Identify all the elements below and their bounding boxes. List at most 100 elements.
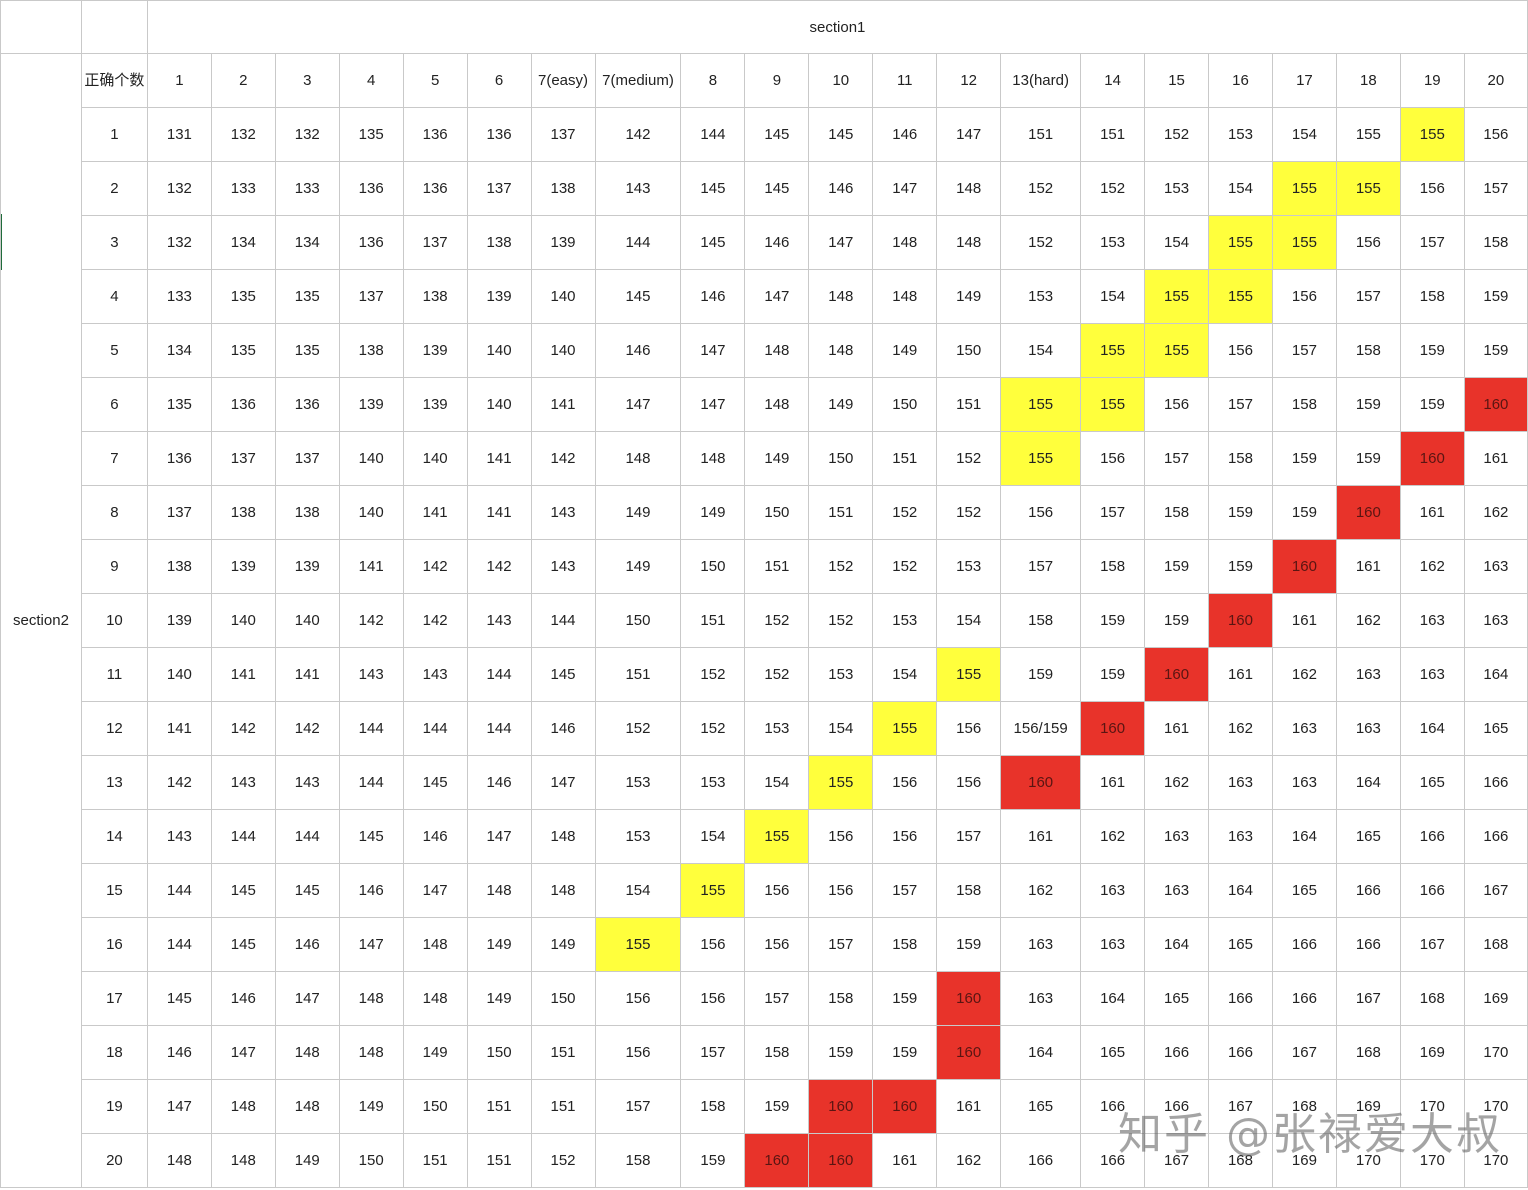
row-label-cell[interactable]: 5 <box>80 323 148 378</box>
table-cell[interactable]: 141 <box>466 431 532 486</box>
table-cell[interactable]: 159 <box>808 1025 874 1080</box>
table-cell[interactable]: 151 <box>402 1133 468 1188</box>
table-cell[interactable]: 146 <box>402 809 468 864</box>
table-cell[interactable]: 164 <box>1144 917 1209 972</box>
table-cell[interactable]: 159 <box>1271 485 1337 540</box>
table-cell[interactable]: 141 <box>274 647 340 702</box>
table-cell[interactable]: 156 <box>808 863 874 918</box>
table-cell[interactable]: 138 <box>530 161 596 216</box>
table-cell[interactable]: 145 <box>210 917 276 972</box>
table-cell[interactable]: 156 <box>594 1025 682 1080</box>
table-cell[interactable]: 157 <box>1335 269 1401 324</box>
table-cell[interactable]: 148 <box>594 431 682 486</box>
table-cell[interactable]: 152 <box>872 539 938 594</box>
table-cell[interactable]: 158 <box>1271 377 1337 432</box>
table-cell[interactable]: 170 <box>1399 1133 1465 1188</box>
table-cell[interactable]: 159 <box>1208 539 1273 594</box>
table-cell[interactable]: 159 <box>936 917 1002 972</box>
table-cell[interactable]: 158 <box>680 1079 746 1134</box>
table-cell[interactable]: 150 <box>680 539 746 594</box>
table-cell[interactable]: 149 <box>936 269 1002 324</box>
table-cell[interactable]: 165 <box>1000 1079 1082 1134</box>
table-cell[interactable]: 142 <box>466 539 532 594</box>
table-cell[interactable]: 158 <box>1144 485 1209 540</box>
table-cell[interactable]: 159 <box>1144 539 1209 594</box>
table-cell[interactable]: 146 <box>338 863 404 918</box>
table-cell[interactable]: 139 <box>338 377 404 432</box>
column-header-cell[interactable]: 4 <box>338 53 404 108</box>
table-cell[interactable]: 169 <box>1335 1079 1401 1134</box>
yellow-highlight-cell[interactable]: 155 <box>1080 377 1146 432</box>
table-cell[interactable]: 144 <box>210 809 276 864</box>
table-cell[interactable]: 161 <box>1208 647 1273 702</box>
table-cell[interactable]: 154 <box>594 863 682 918</box>
table-cell[interactable]: 159 <box>872 971 938 1026</box>
table-cell[interactable]: 151 <box>680 593 746 648</box>
table-cell[interactable]: 148 <box>936 161 1002 216</box>
table-cell[interactable]: 159 <box>872 1025 938 1080</box>
table-cell[interactable]: 170 <box>1463 1025 1528 1080</box>
table-cell[interactable]: 166 <box>1399 809 1465 864</box>
table-cell[interactable]: 151 <box>1080 107 1146 162</box>
column-header-cell[interactable]: 1 <box>146 53 212 108</box>
table-cell[interactable]: 163 <box>1208 755 1273 810</box>
table-cell[interactable]: 153 <box>936 539 1002 594</box>
table-cell[interactable]: 163 <box>1144 809 1209 864</box>
section2-header-cell[interactable]: section2 <box>0 53 82 1188</box>
table-cell[interactable]: 161 <box>872 1133 938 1188</box>
table-cell[interactable]: 159 <box>1271 431 1337 486</box>
table-cell[interactable]: 148 <box>872 215 938 270</box>
table-cell[interactable]: 149 <box>274 1133 340 1188</box>
table-cell[interactable]: 162 <box>1463 485 1528 540</box>
table-cell[interactable]: 153 <box>680 755 746 810</box>
table-cell[interactable]: 146 <box>210 971 276 1026</box>
table-cell[interactable]: 137 <box>338 269 404 324</box>
table-cell[interactable]: 136 <box>402 107 468 162</box>
table-cell[interactable]: 154 <box>1271 107 1337 162</box>
table-cell[interactable]: 149 <box>744 431 810 486</box>
table-cell[interactable]: 144 <box>274 809 340 864</box>
table-cell[interactable]: 147 <box>680 377 746 432</box>
table-cell[interactable]: 158 <box>1000 593 1082 648</box>
column-header-cell[interactable]: 3 <box>274 53 340 108</box>
table-cell[interactable]: 169 <box>1271 1133 1337 1188</box>
column-header-cell[interactable]: 9 <box>744 53 810 108</box>
table-cell[interactable]: 148 <box>402 917 468 972</box>
table-cell[interactable]: 146 <box>146 1025 212 1080</box>
table-cell[interactable]: 136 <box>274 377 340 432</box>
table-cell[interactable]: 159 <box>1335 377 1401 432</box>
table-cell[interactable]: 168 <box>1399 971 1465 1026</box>
table-cell[interactable]: 151 <box>744 539 810 594</box>
table-cell[interactable]: 163 <box>1080 863 1146 918</box>
table-cell[interactable]: 156 <box>1399 161 1465 216</box>
table-cell[interactable]: 166 <box>1000 1133 1082 1188</box>
table-cell[interactable]: 151 <box>872 431 938 486</box>
row-label-cell[interactable]: 2 <box>80 161 148 216</box>
table-cell[interactable]: 161 <box>1080 755 1146 810</box>
yellow-highlight-cell[interactable]: 155 <box>1000 431 1082 486</box>
table-cell[interactable]: 167 <box>1463 863 1528 918</box>
red-highlight-cell[interactable]: 160 <box>1000 755 1082 810</box>
table-cell[interactable]: 152 <box>1000 161 1082 216</box>
red-highlight-cell[interactable]: 160 <box>808 1079 874 1134</box>
table-cell[interactable]: 144 <box>146 917 212 972</box>
table-cell[interactable]: 149 <box>466 917 532 972</box>
table-cell[interactable]: 158 <box>1399 269 1465 324</box>
table-cell[interactable]: 146 <box>808 161 874 216</box>
red-highlight-cell[interactable]: 160 <box>1144 647 1209 702</box>
table-cell[interactable]: 166 <box>1080 1133 1146 1188</box>
table-cell[interactable]: 139 <box>466 269 532 324</box>
row-label-cell[interactable]: 8 <box>80 485 148 540</box>
table-cell[interactable]: 159 <box>1399 323 1465 378</box>
table-cell[interactable]: 158 <box>744 1025 810 1080</box>
table-cell[interactable]: 143 <box>530 485 596 540</box>
table-cell[interactable]: 139 <box>274 539 340 594</box>
table-cell[interactable]: 145 <box>808 107 874 162</box>
table-cell[interactable]: 153 <box>1080 215 1146 270</box>
table-cell[interactable]: 138 <box>338 323 404 378</box>
table-cell[interactable]: 166 <box>1144 1025 1209 1080</box>
table-cell[interactable]: 132 <box>146 215 212 270</box>
table-cell[interactable]: 146 <box>744 215 810 270</box>
column-header-cell[interactable]: 14 <box>1080 53 1146 108</box>
table-cell[interactable]: 149 <box>872 323 938 378</box>
